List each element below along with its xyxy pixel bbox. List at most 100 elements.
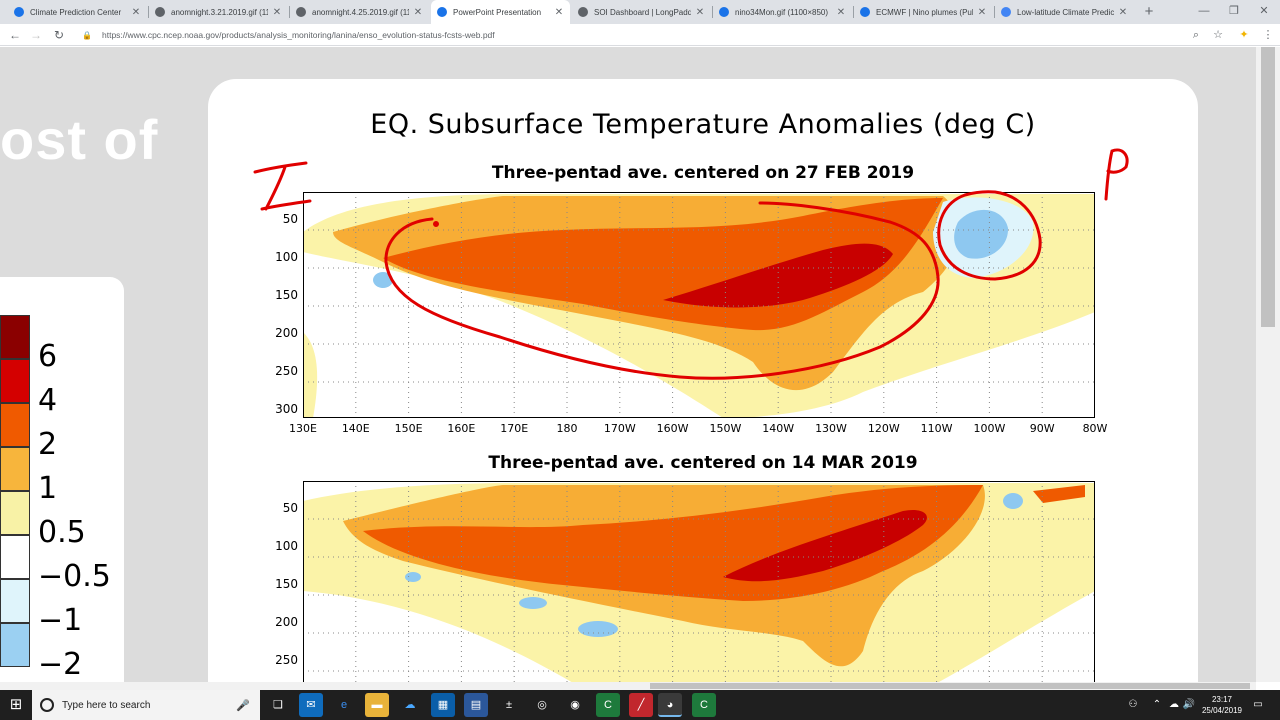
- tab-strip: Climate Prediction Center ✕ anomnight.3.21…: [0, 0, 1280, 24]
- panel-title-feb: Three-pentad ave. centered on 27 FEB 201…: [491, 163, 915, 183]
- pdf-viewport[interactable]: ost of 6 4 2 1 0.5 −0.5 −1 −2 EQ. Subsurface Te…: [0, 47, 1256, 682]
- tab-separator: [148, 6, 149, 18]
- y-tick-label: 100: [275, 250, 298, 264]
- address-bar[interactable]: 🔒 https://www.cpc.ncep.noaa.gov/products…: [74, 26, 1194, 44]
- horizontal-scroll-thumb[interactable]: [650, 683, 1250, 689]
- x-tick-label: 140W: [762, 422, 795, 435]
- tab-close-icon[interactable]: ✕: [413, 6, 423, 18]
- tab-separator: [994, 6, 995, 18]
- lock-icon: 🔒: [82, 30, 92, 40]
- close-window-button[interactable]: ✕: [1259, 5, 1269, 17]
- windows-taskbar: ⊞ Type here to search 🎤 ❏ ✉ e ▬ ☁ ▦ ▤ ± …: [0, 690, 1280, 720]
- volume-icon[interactable]: 🔊: [1182, 699, 1196, 710]
- camtasia-icon[interactable]: C: [596, 693, 620, 717]
- maximize-button[interactable]: ❐: [1229, 5, 1239, 17]
- x-tick-label: 180: [556, 422, 578, 435]
- extension-icon[interactable]: ✦: [1239, 29, 1249, 41]
- legend-label: 0.5: [38, 515, 86, 550]
- zoom-icon[interactable]: ⌕: [1192, 29, 1200, 41]
- x-tick-label: 110W: [920, 422, 953, 435]
- new-tab-button[interactable]: +: [1144, 3, 1154, 20]
- legend-label: 2: [38, 427, 58, 462]
- network-icon[interactable]: ☁: [1169, 699, 1179, 710]
- horizontal-scrollbar[interactable]: [0, 682, 1256, 690]
- tab-close-icon[interactable]: ✕: [554, 6, 564, 18]
- browser-tab[interactable]: nino34Mon.gif (1100×850) ✕: [713, 0, 852, 24]
- file-explorer-icon[interactable]: ▬: [365, 693, 389, 717]
- figure-title: EQ. Subsurface Temperature Anomalies (de…: [370, 109, 1036, 140]
- anomaly-neg-small: [578, 621, 618, 637]
- minimize-button[interactable]: —: [1198, 5, 1210, 17]
- browser-tab[interactable]: Low-latitude Climate Predic... ✕: [995, 0, 1134, 24]
- browser-tab[interactable]: SOI Dashboard | LongPaddock ✕: [572, 0, 711, 24]
- back-button[interactable]: ←: [9, 28, 21, 42]
- url-text[interactable]: https://www.cpc.ncep.noaa.gov/products/a…: [102, 30, 495, 40]
- forward-button[interactable]: →: [30, 28, 42, 42]
- search-icon: [40, 698, 54, 712]
- panel-title-mar: Three-pentad ave. centered on 14 MAR 201…: [488, 453, 918, 473]
- x-tick-label: 140E: [341, 422, 370, 435]
- tab-favicon-icon: [578, 7, 588, 17]
- tab-favicon-icon: [1001, 7, 1011, 17]
- tab-close-icon[interactable]: ✕: [131, 6, 141, 18]
- y-tick-label: 150: [275, 577, 298, 591]
- taskbar-search-placeholder[interactable]: Type here to search: [62, 699, 151, 711]
- anomaly-4-region: [723, 509, 927, 582]
- photos-icon[interactable]: ◉: [570, 699, 580, 711]
- browser-toolbar: ← → ↻ 🔒 https://www.cpc.ncep.noaa.gov/pr…: [0, 24, 1280, 46]
- anomaly-2-region: [363, 485, 983, 601]
- taskbar-clock[interactable]: 23:17 25/04/2019: [1196, 694, 1248, 716]
- browser-tab[interactable]: PowerPoint Presentation ✕: [431, 0, 570, 24]
- x-tick-label: 150E: [394, 422, 423, 435]
- browser-tab[interactable]: ECMWF | Nino plumes (Pub... ✕: [854, 0, 993, 24]
- legend-swatch: [0, 623, 30, 667]
- x-tick-label: 160E: [447, 422, 476, 435]
- y-tick-label: 300: [275, 402, 298, 416]
- x-tick-label: 120W: [867, 422, 900, 435]
- notifications-icon[interactable]: ▭: [1253, 699, 1263, 710]
- chrome-icon[interactable]: ◕: [658, 693, 682, 717]
- reload-button[interactable]: ↻: [53, 28, 65, 42]
- calendar-icon[interactable]: ▤: [464, 693, 488, 717]
- x-tick-label: 160W: [656, 422, 689, 435]
- tab-favicon-icon: [437, 7, 447, 17]
- browser-tab[interactable]: anomnight.3.21.2019.gif (11... ✕: [149, 0, 288, 24]
- y-tick-label: 250: [275, 364, 298, 378]
- y-tick-label: 200: [275, 326, 298, 340]
- vertical-scroll-thumb[interactable]: [1261, 47, 1275, 327]
- legend-swatch: [0, 447, 30, 491]
- people-icon[interactable]: ⚇: [1128, 699, 1138, 710]
- y-tick-label: 200: [275, 615, 298, 629]
- tab-close-icon[interactable]: ✕: [272, 6, 282, 18]
- tab-close-icon[interactable]: ✕: [1118, 6, 1128, 18]
- paint-icon[interactable]: ╱: [629, 693, 653, 717]
- windows-start-button[interactable]: ⊞: [9, 696, 23, 713]
- tab-close-icon[interactable]: ✕: [695, 6, 705, 18]
- maps-icon[interactable]: ◎: [537, 699, 547, 711]
- tab-close-icon[interactable]: ✕: [836, 6, 846, 18]
- y-tick-label: 250: [275, 653, 298, 667]
- task-view-icon[interactable]: ❏: [273, 699, 283, 711]
- legend-label: −2: [38, 647, 83, 682]
- anomaly-neg-small: [1003, 493, 1023, 509]
- recorder-icon[interactable]: C: [692, 693, 716, 717]
- store-icon[interactable]: ▦: [431, 693, 455, 717]
- browser-tab[interactable]: Climate Prediction Center ✕: [8, 0, 147, 24]
- legend-swatch: [0, 491, 30, 535]
- mail-app-icon[interactable]: ✉: [299, 693, 323, 717]
- browser-tab[interactable]: anomnight.4.25.2019.gif (11... ✕: [290, 0, 429, 24]
- tab-title: nino34Mon.gif (1100×850): [735, 7, 829, 17]
- taskbar-search[interactable]: Type here to search 🎤: [32, 690, 260, 720]
- vertical-scrollbar[interactable]: [1256, 47, 1280, 682]
- tab-separator: [289, 6, 290, 18]
- browser-menu-icon[interactable]: ⋮: [1262, 29, 1274, 41]
- onedrive-icon[interactable]: ☁: [404, 699, 416, 711]
- y-tick-label: 50: [282, 501, 298, 515]
- tray-expand-icon[interactable]: ⌃: [1152, 699, 1162, 710]
- calculator-icon[interactable]: ±: [505, 699, 513, 711]
- microphone-icon[interactable]: 🎤: [236, 699, 250, 712]
- tab-close-icon[interactable]: ✕: [977, 6, 987, 18]
- slide-partial-text: ost of: [0, 108, 159, 171]
- bookmark-star-icon[interactable]: ☆: [1213, 29, 1223, 41]
- edge-browser-icon[interactable]: e: [340, 699, 348, 711]
